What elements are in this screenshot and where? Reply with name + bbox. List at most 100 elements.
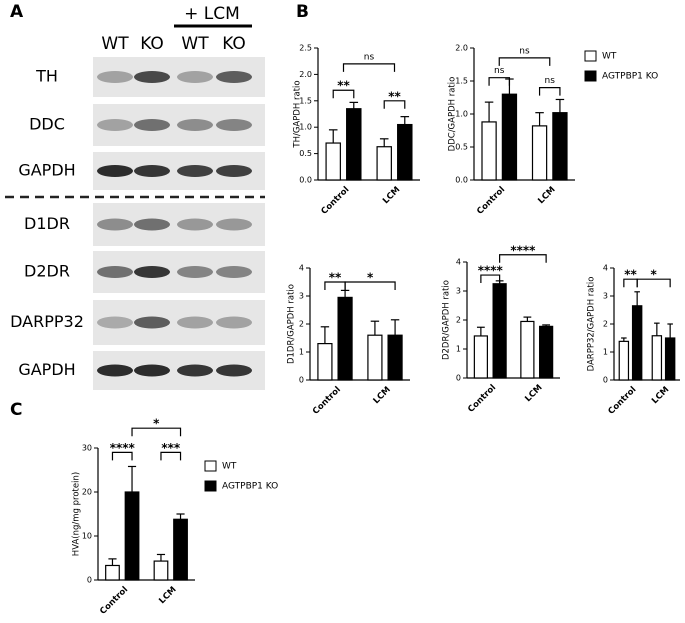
lane-label: KO [222, 34, 246, 54]
blot-strip [93, 300, 265, 345]
significance-label: ns [519, 46, 530, 56]
y-tick-label: 2.0 [299, 70, 312, 79]
panel-label: B [296, 2, 309, 22]
band [216, 218, 252, 231]
band [97, 71, 133, 83]
significance-label: **** [510, 243, 536, 257]
significance-label: *** [161, 441, 181, 455]
y-tick-label: 1.0 [299, 123, 312, 132]
bar [317, 343, 333, 381]
significance-bracket [332, 89, 355, 99]
row-label: TH [35, 67, 58, 86]
y-tick-label: 10 [82, 532, 92, 541]
legend-label: AGTPBP1 KO [222, 482, 278, 492]
y-tick-label: 2.5 [299, 44, 312, 53]
bar [618, 340, 630, 381]
band [97, 218, 133, 231]
band [97, 165, 133, 177]
y-tick-label: 1 [299, 348, 304, 357]
bar [376, 146, 392, 181]
row-label: DARPP32 [10, 312, 84, 331]
y-axis-label: DDC/GAPDH ratio [448, 77, 458, 152]
band [97, 364, 133, 377]
y-tick-label: 20 [82, 488, 92, 497]
significance-bracket [488, 77, 511, 86]
y-tick-label: 2 [603, 320, 608, 329]
band [134, 71, 170, 83]
y-tick-label: 0 [456, 374, 461, 383]
bar [367, 334, 383, 381]
bar [664, 337, 676, 381]
band [134, 119, 170, 131]
band [216, 165, 252, 177]
row-label: D1DR [24, 214, 70, 233]
y-tick-label: 2.0 [455, 44, 468, 53]
significance-label: ** [329, 271, 342, 285]
legend-swatch [204, 460, 217, 472]
significance-label: * [651, 268, 658, 282]
y-axis-label: D1DR/GAPDH ratio [287, 284, 297, 364]
significance-label: * [367, 271, 374, 285]
legend-label: WT [222, 462, 237, 472]
y-tick-label: 2 [456, 316, 461, 325]
significance-bracket [344, 281, 396, 290]
band [177, 165, 213, 177]
y-axis-label: D2DR/GAPDH ratio [442, 280, 452, 360]
y-tick-label: 1.5 [299, 96, 312, 105]
y-tick-label: 0.0 [455, 176, 468, 185]
bar [651, 335, 663, 381]
significance-label: ** [624, 268, 637, 282]
y-tick-label: 4 [456, 258, 461, 267]
y-tick-label: 1.0 [455, 110, 468, 119]
significance-label: **** [110, 441, 136, 455]
legend-label: WT [602, 52, 617, 62]
y-tick-label: 3 [299, 292, 304, 301]
y-tick-label: 0.5 [455, 143, 468, 152]
significance-label: ns [364, 52, 375, 62]
significance-label: **** [478, 264, 504, 278]
significance-bracket [498, 57, 551, 66]
significance-label: ** [337, 79, 350, 93]
y-axis-label: HVA(ng/mg protein) [72, 472, 82, 556]
significance-label: * [153, 417, 160, 431]
significance-bracket [383, 100, 406, 109]
legend-label: AGTPBP1 KO [602, 72, 658, 82]
band [97, 266, 133, 278]
row-label: DDC [29, 115, 65, 134]
significance-bracket [480, 274, 501, 284]
bar [124, 491, 140, 581]
y-tick-label: 1 [603, 348, 608, 357]
band [134, 364, 170, 377]
band [177, 71, 213, 83]
bar [631, 305, 643, 381]
y-tick-label: 0 [299, 376, 304, 385]
band [177, 316, 213, 329]
legend-swatch [204, 480, 217, 492]
band [216, 71, 252, 83]
significance-bracket [342, 63, 396, 72]
band [97, 316, 133, 329]
y-tick-label: 3 [603, 292, 608, 301]
significance-bracket [636, 278, 671, 288]
band [216, 364, 252, 377]
bar [105, 564, 120, 581]
row-label: GAPDH [18, 161, 75, 180]
band [177, 218, 213, 231]
y-tick-label: 3 [456, 287, 461, 296]
bar [387, 334, 403, 381]
y-tick-label: 0.0 [299, 176, 312, 185]
bar [552, 112, 568, 181]
band [216, 316, 252, 329]
y-tick-label: 1.5 [455, 77, 468, 86]
bar [325, 142, 341, 181]
bar [173, 518, 188, 581]
y-tick-label: 0 [603, 376, 608, 385]
y-tick-label: 30 [82, 444, 92, 453]
bar [501, 93, 518, 181]
band [134, 266, 170, 278]
bar [397, 123, 413, 181]
bar [473, 335, 488, 379]
significance-bracket [111, 451, 133, 461]
y-tick-label: 0.5 [299, 149, 312, 158]
band [97, 119, 133, 131]
